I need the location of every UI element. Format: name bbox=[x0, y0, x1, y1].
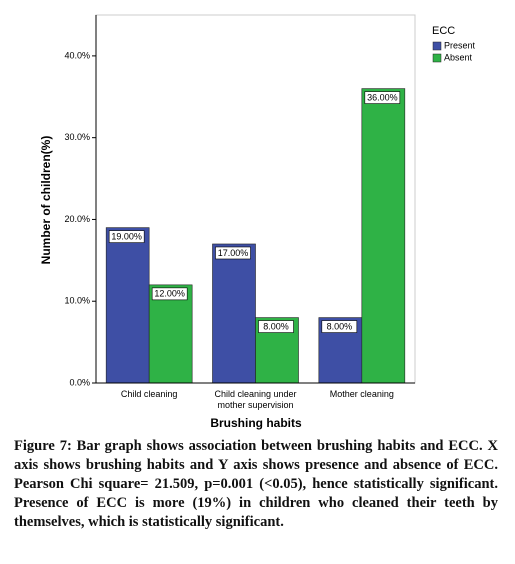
y-tick-label: 0.0% bbox=[69, 377, 90, 387]
value-label-box bbox=[108, 230, 145, 243]
bar bbox=[361, 88, 406, 384]
value-label: 12.00% bbox=[154, 289, 185, 299]
value-label: 19.00% bbox=[111, 231, 142, 241]
x-tick-label: Child cleaning under mother supervision bbox=[214, 389, 297, 410]
y-tick-label: 30.0% bbox=[64, 132, 90, 142]
x-tick-label: Mother cleaning bbox=[329, 389, 394, 399]
value-label-box bbox=[151, 287, 188, 301]
bar bbox=[212, 243, 256, 384]
value-label: 17.00% bbox=[218, 248, 249, 258]
value-label: 36.00% bbox=[367, 92, 398, 102]
legend-swatch bbox=[432, 53, 442, 63]
y-tick-label: 20.0% bbox=[64, 214, 90, 224]
y-tick-label: 10.0% bbox=[64, 296, 90, 306]
value-label: 8.00% bbox=[327, 321, 353, 331]
legend-label: Present bbox=[444, 40, 476, 50]
value-label-box bbox=[364, 91, 401, 104]
bar bbox=[105, 227, 150, 384]
value-label-box bbox=[321, 320, 358, 333]
legend-label: Absent bbox=[444, 52, 473, 62]
x-axis-label: Brushing habits bbox=[210, 416, 302, 430]
value-label-box bbox=[258, 320, 294, 333]
x-tick-label: Child cleaning bbox=[120, 389, 178, 399]
legend-swatch bbox=[432, 41, 442, 51]
y-axis-label: Number of children(%) bbox=[39, 136, 53, 265]
figure-caption: Figure 7: Bar graph shows association be… bbox=[14, 438, 498, 530]
chart: Number of children(%) Brushing habits EC… bbox=[39, 14, 476, 430]
legend-title: ECC bbox=[432, 25, 455, 37]
value-label: 8.00% bbox=[263, 321, 289, 331]
y-tick-label: 40.0% bbox=[64, 50, 90, 60]
value-label-box bbox=[215, 246, 251, 260]
